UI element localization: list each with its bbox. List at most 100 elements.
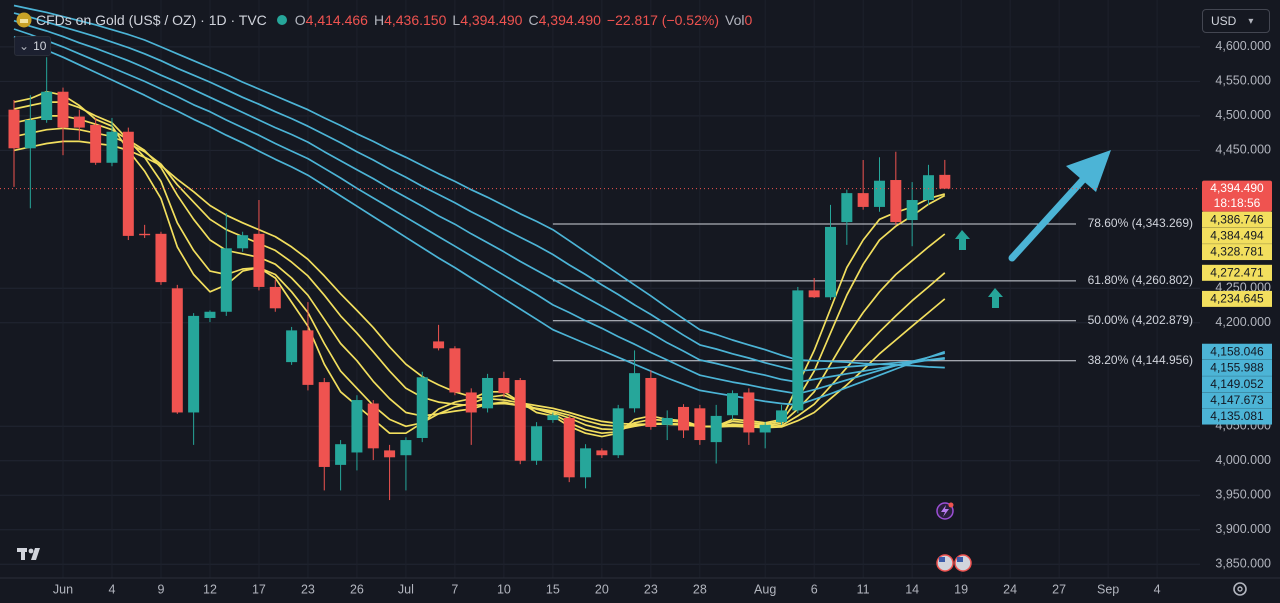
candle-body	[808, 290, 820, 298]
open-key: O	[294, 12, 306, 28]
candle-body	[678, 406, 690, 431]
candle-body	[286, 330, 298, 363]
candle-body	[890, 180, 902, 223]
x-tick-label: 20	[595, 582, 609, 596]
fib-level-label: 61.80% (4,260.802)	[1088, 273, 1193, 287]
indicator-toggle[interactable]: ⌄ 10	[14, 36, 52, 56]
x-tick-label: 23	[644, 582, 658, 596]
moving-average-line	[13, 90, 946, 438]
ma-value-label: 4,135.081	[1210, 409, 1264, 423]
candle-body	[106, 131, 118, 163]
ma-value-tag	[1202, 244, 1272, 261]
moving-average-line	[13, 12, 945, 372]
ma-value-label: 4,149.052	[1210, 377, 1264, 391]
logo-part	[28, 548, 34, 554]
candle-body	[8, 109, 20, 149]
candle-body	[906, 200, 918, 221]
candle-body	[90, 124, 102, 163]
candle-body	[155, 233, 167, 283]
candle-body	[514, 380, 526, 461]
x-tick-label: 17	[252, 582, 266, 596]
candle-layer	[8, 57, 951, 501]
y-tick-label: 4,500.000	[1215, 108, 1271, 122]
ma-value-tag	[1202, 264, 1272, 281]
settings-icon[interactable]	[1233, 582, 1247, 596]
candle-body	[465, 392, 477, 413]
x-tick-label: 15	[546, 582, 560, 596]
volume-key: Vol	[725, 12, 745, 28]
y-tick-label: 3,850.000	[1215, 557, 1271, 571]
ma-value-label: 4,386.746	[1210, 212, 1264, 226]
moving-average-line	[13, 19, 945, 383]
x-tick-label: 19	[954, 582, 968, 596]
candle-body	[922, 175, 934, 201]
ma-value-label: 4,234.645	[1210, 292, 1264, 306]
ma-value-label: 4,272.471	[1210, 265, 1264, 279]
x-tick-label: Jun	[53, 582, 73, 596]
ma-value-tag	[1202, 408, 1272, 425]
candle-body	[449, 348, 461, 393]
event-icons	[936, 502, 972, 572]
candle-body	[547, 415, 559, 421]
candle-body	[220, 248, 232, 312]
high-value: 4,436.150	[384, 12, 447, 28]
candle-body	[253, 233, 265, 287]
symbol-icon	[16, 12, 32, 28]
y-tick-label: 3,950.000	[1215, 488, 1271, 502]
last-price-tag	[1202, 180, 1272, 212]
status-dot	[276, 15, 287, 25]
fib-level-label: 50.00% (4,202.879)	[1088, 313, 1193, 327]
candle-body	[204, 311, 216, 318]
up-arrow	[988, 288, 1003, 308]
x-tick-label: 10	[497, 582, 511, 596]
candle-body	[825, 226, 836, 298]
candle-body	[122, 131, 134, 236]
candle-body	[792, 290, 804, 411]
annotation-arrows	[955, 150, 1111, 308]
open-value: 4,414.466	[305, 12, 368, 28]
x-tick-label: 24	[1003, 582, 1017, 596]
currency-button[interactable]: USD ▾	[1202, 9, 1270, 33]
x-tick-label: 4	[109, 582, 116, 596]
candle-body	[237, 235, 249, 249]
ma-value-tag	[1202, 211, 1272, 228]
status-dot-circle	[276, 15, 287, 25]
candle-body	[57, 91, 69, 128]
fib-level-label: 38.20% (4,144.956)	[1088, 353, 1193, 367]
trend-arrow-shaft	[1008, 168, 1094, 262]
moving-average-line	[13, 140, 946, 429]
candle-body	[318, 382, 330, 467]
x-tick-label: 23	[301, 582, 315, 596]
event-dot	[948, 502, 954, 508]
ma-value-label: 4,328.781	[1210, 245, 1264, 259]
ma-value-tag	[1202, 343, 1272, 360]
candle-body	[367, 403, 379, 449]
symbol-name[interactable]: CFDs on Gold (US$ / OZ) · 1D · TVC	[36, 12, 267, 28]
x-tick-label: 26	[350, 582, 364, 596]
candle-body	[302, 330, 314, 385]
countdown-label: 18:18:56	[1214, 196, 1261, 210]
candle-body	[743, 392, 755, 433]
logo-part	[21, 548, 25, 560]
candle-body	[171, 288, 183, 413]
ma-value-tag	[1202, 359, 1272, 376]
candle-body	[139, 233, 151, 236]
candle-body	[269, 286, 281, 309]
y-tick-label: 4,550.000	[1215, 74, 1271, 88]
candle-body	[873, 180, 885, 207]
x-tick-label: 9	[157, 582, 164, 596]
candle-body	[694, 408, 706, 441]
low-key: L	[452, 12, 461, 28]
x-tick-label: Sep	[1097, 582, 1119, 596]
x-tick-label: Jul	[398, 582, 414, 596]
candle-body	[73, 116, 85, 128]
moving-average-line	[13, 35, 946, 406]
gear[interactable]	[1233, 582, 1247, 596]
ma-value-tag	[1202, 376, 1272, 393]
candle-body	[531, 426, 543, 461]
ma-value-label: 4,147.673	[1210, 393, 1264, 407]
high-key: H	[373, 12, 385, 28]
candle-body	[498, 377, 510, 394]
candle-body	[645, 377, 657, 427]
